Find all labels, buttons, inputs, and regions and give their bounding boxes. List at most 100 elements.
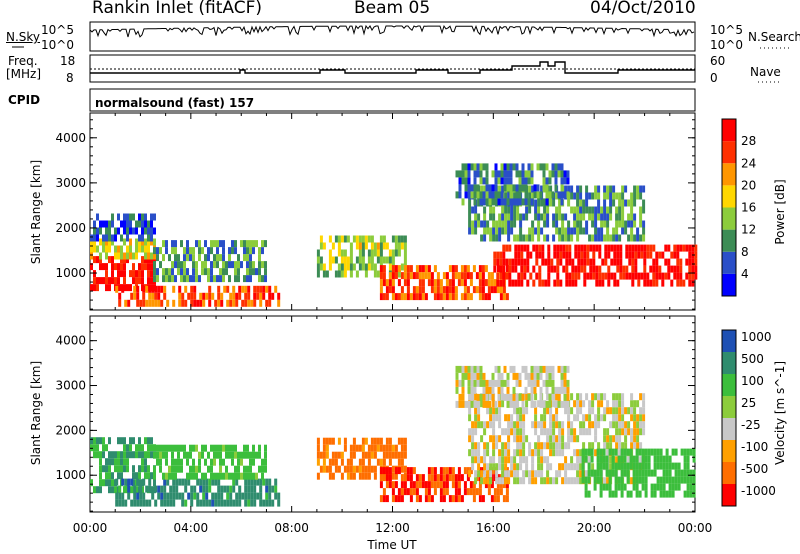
data-cell	[485, 198, 489, 206]
data-cell	[448, 265, 452, 273]
data-cell	[560, 177, 564, 185]
data-cell	[99, 256, 102, 264]
data-cell	[232, 299, 236, 307]
data-cell	[394, 242, 398, 250]
data-cell	[525, 456, 529, 464]
data-cell	[533, 379, 537, 387]
data-cell	[151, 285, 155, 293]
data-cell	[135, 486, 138, 494]
data-cell	[108, 284, 111, 292]
data-cell	[642, 428, 646, 436]
data-cell	[614, 469, 618, 477]
data-cell	[623, 448, 627, 456]
data-cell	[561, 227, 565, 235]
data-cell	[156, 444, 159, 452]
data-cell	[93, 277, 96, 285]
data-cell	[244, 292, 248, 300]
data-cell	[605, 455, 609, 463]
data-cell	[534, 477, 538, 485]
data-cell	[603, 192, 607, 200]
data-cell	[549, 428, 553, 436]
data-cell	[655, 258, 659, 266]
data-cell	[581, 462, 585, 470]
data-cell	[579, 192, 583, 200]
data-cell	[178, 285, 182, 293]
data-cell	[633, 185, 637, 193]
data-cell	[554, 177, 558, 185]
data-cell	[468, 470, 472, 478]
data-cell	[615, 428, 619, 436]
data-cell	[463, 279, 467, 287]
data-cell	[271, 485, 275, 493]
data-cell	[238, 492, 242, 500]
data-cell	[528, 185, 532, 193]
data-cell	[265, 492, 269, 500]
data-cell	[627, 220, 631, 228]
data-cell	[160, 492, 164, 500]
data-cell	[668, 462, 672, 470]
data-cell	[445, 293, 449, 301]
data-cell	[394, 265, 398, 273]
data-cell	[328, 472, 332, 480]
colorbar-tick-label: 500	[741, 352, 764, 366]
data-cell	[616, 258, 620, 266]
data-cell	[596, 469, 600, 477]
data-cell	[126, 458, 129, 466]
data-cell	[192, 261, 195, 269]
data-cell	[424, 488, 428, 496]
data-cell	[172, 478, 176, 486]
data-cell	[205, 292, 209, 300]
data-cell	[492, 449, 496, 457]
data-cell	[162, 240, 165, 248]
data-cell	[500, 177, 504, 185]
data-cell	[358, 263, 362, 271]
data-cell	[476, 191, 480, 199]
y-tick-label: 3000	[55, 176, 86, 190]
data-cell	[108, 238, 111, 246]
data-cell	[537, 435, 541, 443]
data-cell	[525, 470, 529, 478]
data-cell	[682, 279, 686, 287]
data-cell	[585, 227, 589, 235]
data-cell	[130, 499, 134, 507]
data-cell	[601, 279, 605, 287]
data-cell	[518, 177, 522, 185]
velocity-ylabel: Slant Range [km]	[29, 361, 43, 465]
data-cell	[608, 469, 612, 477]
data-cell	[433, 279, 437, 287]
data-cell	[485, 170, 489, 178]
data-cell	[596, 448, 600, 456]
data-cell	[584, 490, 588, 498]
data-cell	[240, 240, 243, 248]
colorbar-frame	[721, 329, 737, 507]
data-cell	[343, 465, 347, 473]
data-cell	[473, 372, 477, 380]
data-cell	[504, 449, 508, 457]
data-cell	[602, 462, 606, 470]
data-cell	[659, 483, 663, 491]
colorbar-swatch	[722, 229, 736, 252]
data-cell	[558, 213, 562, 221]
data-cell	[594, 428, 598, 436]
data-cell	[555, 477, 559, 485]
data-cell	[340, 235, 344, 243]
data-cell	[391, 293, 395, 301]
data-cell	[522, 414, 526, 422]
data-cell	[621, 192, 625, 200]
data-cell	[635, 483, 639, 491]
data-cell	[551, 191, 555, 199]
data-cell	[397, 437, 401, 445]
data-cell	[546, 442, 550, 450]
data-cell	[558, 463, 562, 471]
data-cell	[537, 234, 541, 242]
data-cell	[466, 474, 470, 482]
data-cell	[234, 268, 237, 276]
data-cell	[223, 485, 227, 493]
data-cell	[349, 270, 353, 278]
data-cell	[458, 184, 462, 192]
data-cell	[184, 299, 188, 307]
data-cell	[132, 451, 135, 459]
data-cell	[147, 277, 150, 285]
data-cell	[123, 465, 126, 473]
data-cell	[189, 472, 192, 480]
